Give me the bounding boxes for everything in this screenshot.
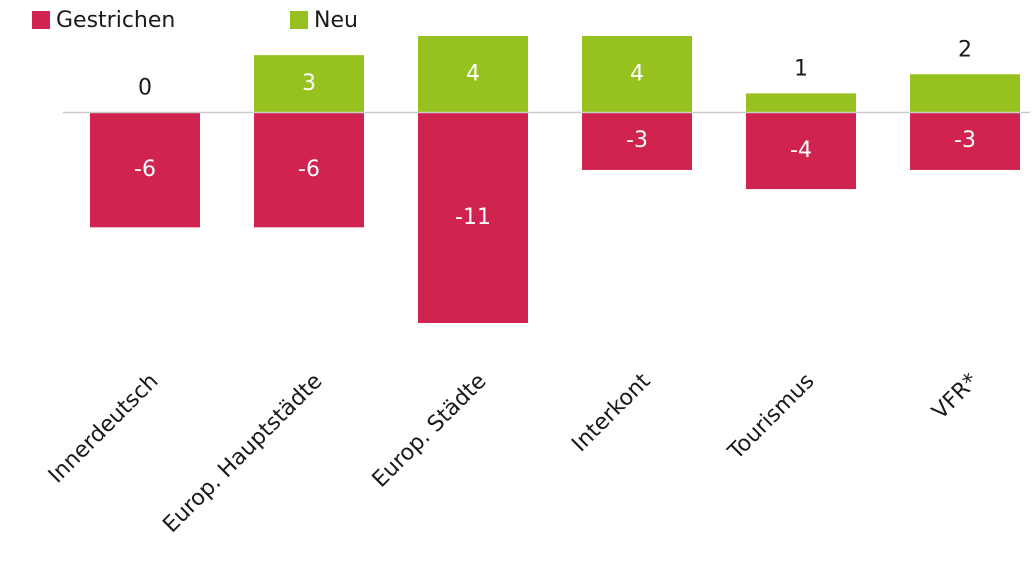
- data-label: -4: [790, 138, 812, 163]
- data-label: -6: [134, 157, 156, 182]
- x-tick-label: Innerdeutsch: [44, 369, 164, 489]
- data-label: 4: [630, 61, 644, 86]
- data-label: -6: [298, 157, 320, 182]
- bar: [746, 93, 856, 113]
- data-label: 2: [958, 37, 972, 62]
- data-label: 1: [794, 56, 808, 81]
- bar: [910, 74, 1020, 113]
- bar: [746, 112, 856, 190]
- x-tick-label: Interkont: [567, 369, 655, 457]
- legend-label: Neu: [314, 8, 358, 33]
- x-tick-label: VFR*: [928, 369, 984, 425]
- legend-swatch: [32, 11, 50, 29]
- legend-label: Gestrichen: [56, 8, 175, 33]
- bar: [418, 36, 528, 113]
- data-label: -3: [626, 128, 648, 153]
- legend-swatch: [290, 11, 308, 29]
- bar: [910, 112, 1020, 170]
- bar: [582, 36, 692, 113]
- data-label: -11: [455, 205, 491, 230]
- x-tick-label: Europ. Hauptstädte: [158, 369, 327, 538]
- bar: [254, 112, 364, 228]
- bar: [254, 55, 364, 113]
- data-label: -3: [954, 128, 976, 153]
- x-tick-label: Tourismus: [723, 369, 820, 466]
- data-label: 3: [302, 71, 316, 96]
- bar: [582, 112, 692, 170]
- bar: [90, 112, 200, 228]
- bar: [418, 112, 528, 324]
- data-label: 0: [138, 76, 152, 101]
- data-label: 4: [466, 61, 480, 86]
- x-tick-label: Europ. Städte: [368, 369, 492, 493]
